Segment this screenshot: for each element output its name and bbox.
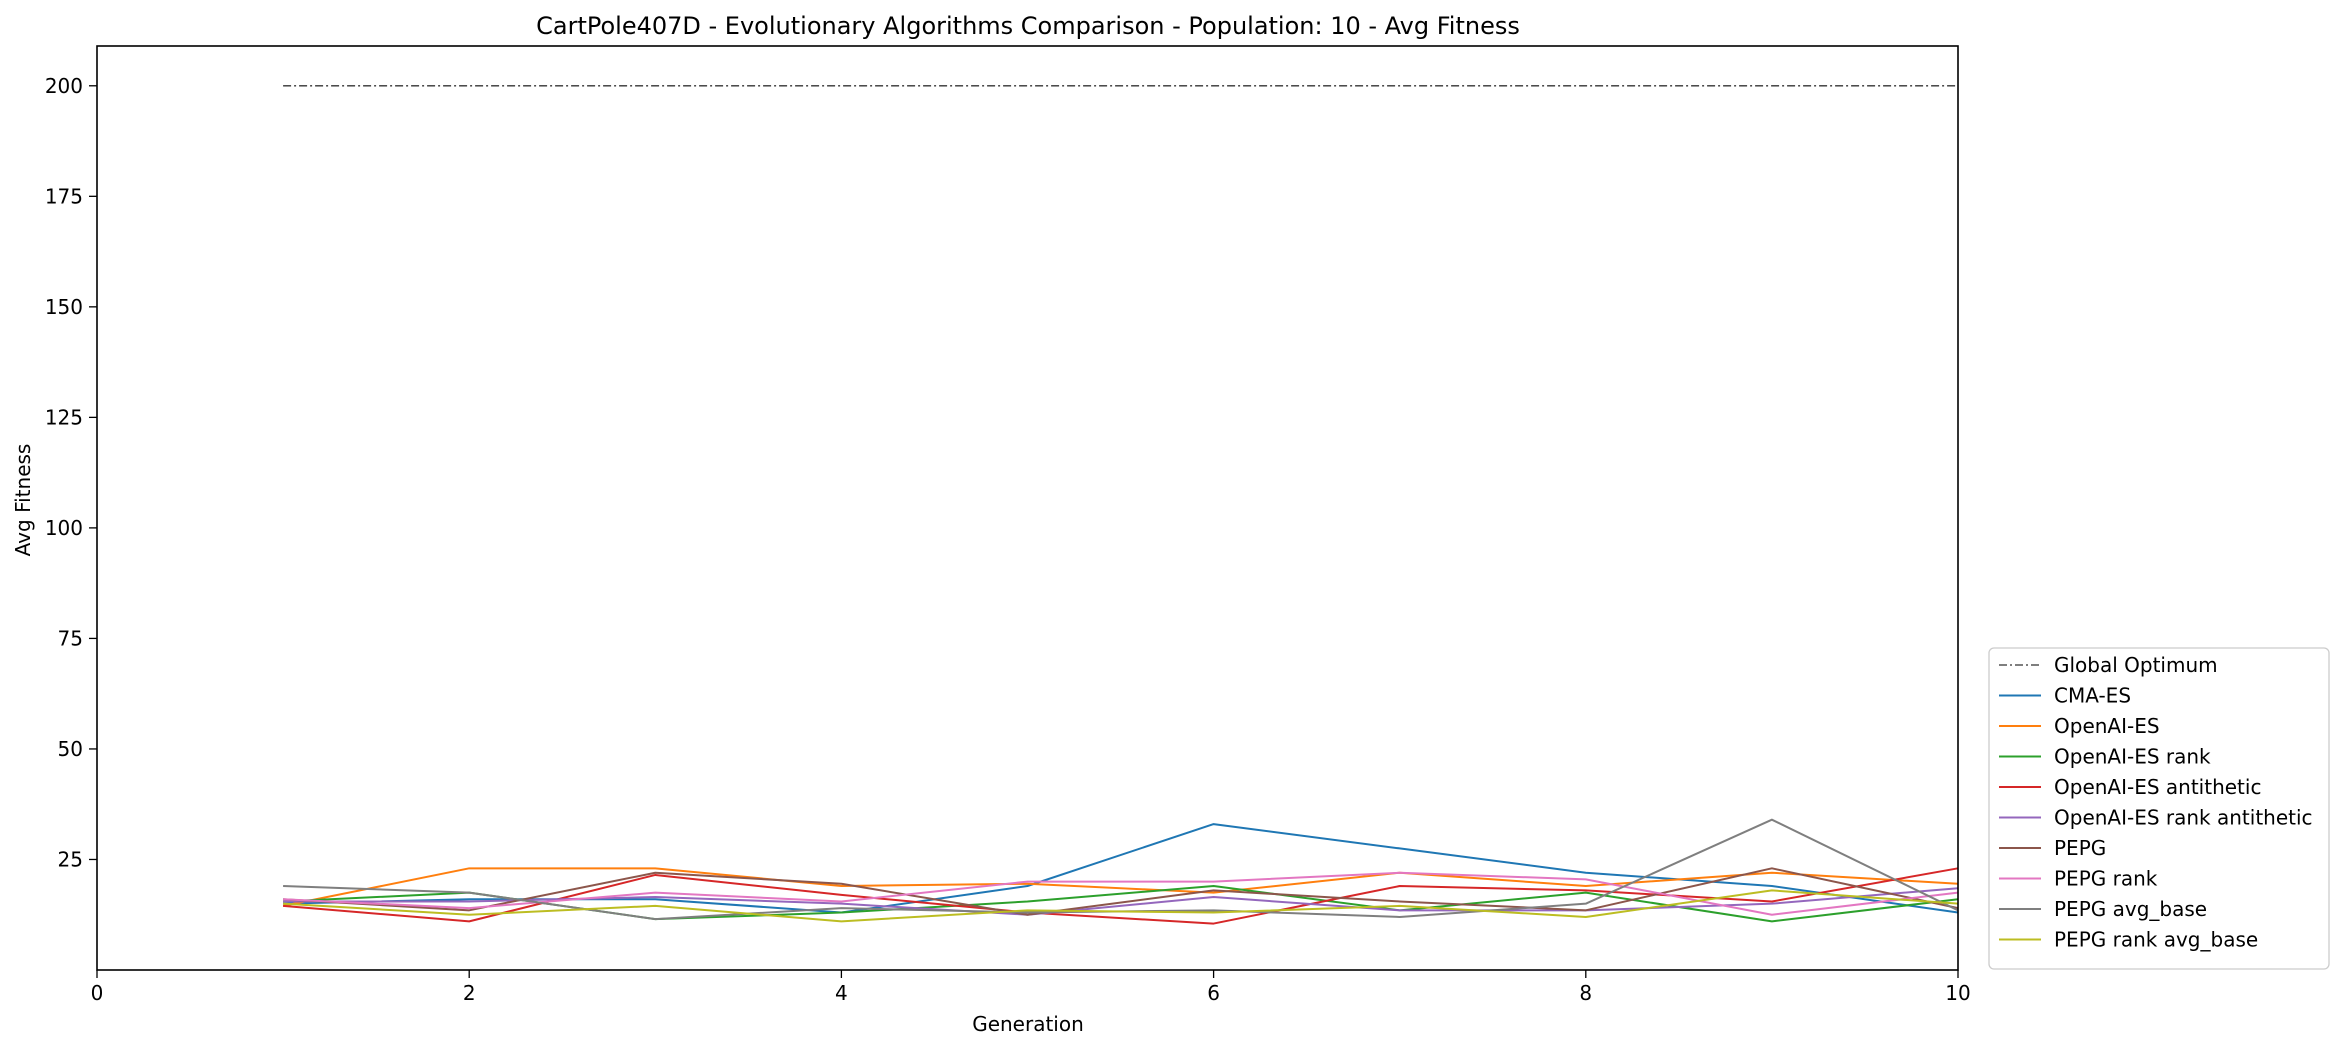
x-tick-label: 8 [1579, 981, 1592, 1005]
y-tick-label: 200 [45, 74, 83, 98]
x-tick-label: 0 [91, 981, 104, 1005]
legend-item-pepg-avg-base: PEPG avg_base [1999, 897, 2207, 921]
legend-label: OpenAI-ES rank [2054, 745, 2211, 769]
series-line-pepg [283, 867, 1959, 916]
legend-label: OpenAI-ES rank antithetic [2054, 806, 2313, 830]
legend-item-pepg-rank: PEPG rank [1999, 867, 2158, 891]
series-line-pepg-rank-avg-base [283, 889, 1959, 923]
x-tick-label: 6 [1207, 981, 1220, 1005]
y-tick-label: 75 [58, 626, 83, 650]
x-tick-label: 4 [835, 981, 848, 1005]
legend-item-openai-es: OpenAI-ES [1999, 714, 2160, 738]
y-tick-label: 175 [45, 184, 83, 208]
chart-title: CartPole407D - Evolutionary Algorithms C… [536, 12, 1520, 40]
series-line-pepg-rank [283, 871, 1959, 916]
legend-label: PEPG avg_base [2054, 897, 2207, 921]
plot-frame [96, 45, 1959, 971]
legend-label: PEPG rank [2054, 867, 2158, 891]
x-tick-label: 10 [1945, 981, 1970, 1005]
legend-frame [1988, 647, 2330, 970]
legend-label: PEPG [2054, 836, 2106, 860]
legend-item-openai-es-rank-antithetic: OpenAI-ES rank antithetic [1999, 806, 2313, 830]
series-line-openai-es-rank-antithetic [283, 887, 1959, 916]
y-tick-label: 25 [58, 847, 83, 871]
legend-label: CMA-ES [2054, 684, 2131, 708]
legend: Global Optimum CMA-ES OpenAI-ES OpenAI-ES r… [1988, 647, 2330, 970]
legend-item-cma-es: CMA-ES [1999, 684, 2131, 708]
y-tick-label: 50 [58, 737, 83, 761]
y-tick-label: 125 [45, 405, 83, 429]
x-axis-label: Generation [972, 1012, 1084, 1036]
legend-item-openai-es-antithetic: OpenAI-ES antithetic [1999, 775, 2261, 799]
legend-item-pepg: PEPG [1999, 836, 2106, 860]
y-axis-label: Avg Fitness [11, 444, 35, 557]
legend-label: OpenAI-ES antithetic [2054, 775, 2261, 799]
y-tick-label: 100 [45, 516, 83, 540]
legend-item-openai-es-rank: OpenAI-ES rank [1999, 745, 2211, 769]
legend-label: OpenAI-ES [2054, 714, 2160, 738]
legend-item-pepg-rank-avg-base: PEPG rank avg_base [1999, 928, 2258, 952]
y-tick-label: 150 [45, 295, 83, 319]
series-line-openai-es [282, 867, 1959, 907]
legend-item-global-optimum: Global Optimum [1999, 653, 2218, 677]
legend-label: PEPG rank avg_base [2054, 928, 2258, 952]
plot-area: 0 2 4 6 8 10 25 50 75 100 125 150 175 200 [45, 45, 1971, 1005]
series-line-openai-es-antithetic [283, 867, 1959, 925]
legend-label: Global Optimum [2054, 653, 2218, 677]
x-tick-label: 2 [463, 981, 476, 1005]
